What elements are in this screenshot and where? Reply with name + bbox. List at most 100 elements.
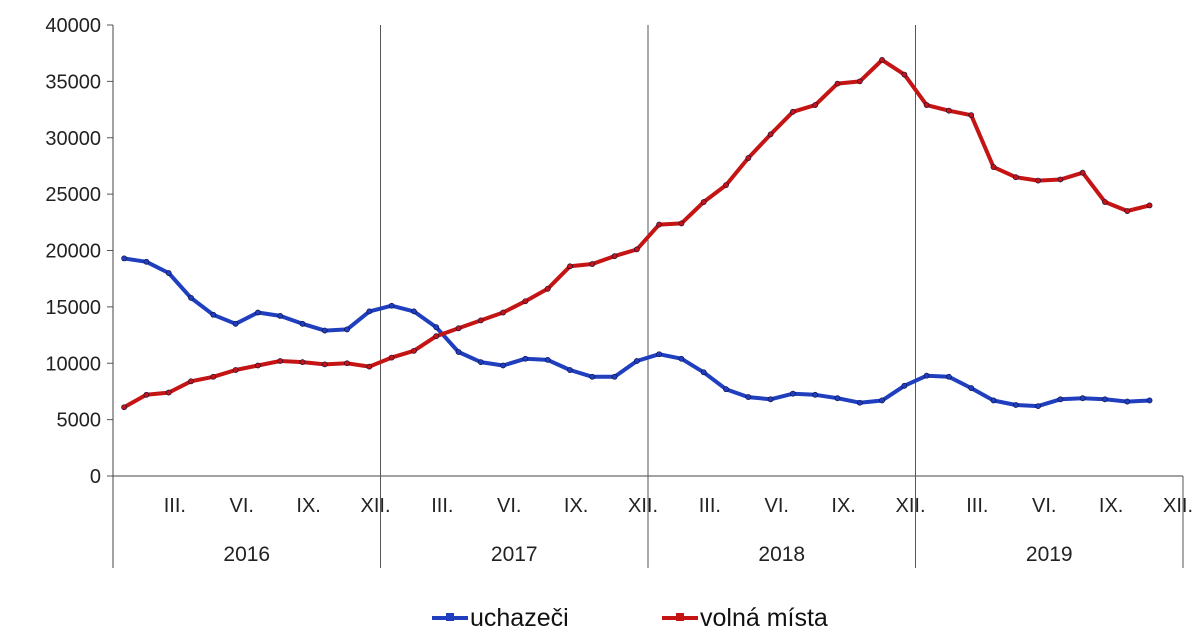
data-point-uchazeci <box>656 351 663 358</box>
year-label: 2019 <box>1026 543 1073 566</box>
y-tick-label: 30000 <box>45 128 101 150</box>
data-point-uchazeci <box>254 309 261 316</box>
data-point-volna-mista <box>678 220 685 227</box>
data-point-uchazeci <box>411 308 417 315</box>
data-point-volna-mista <box>901 71 908 78</box>
data-point-uchazeci <box>700 369 707 376</box>
data-point-volna-mista <box>1124 208 1131 214</box>
data-point-volna-mista <box>745 155 752 161</box>
x-tick-label: XII. <box>628 495 658 517</box>
data-point-volna-mista <box>656 221 663 228</box>
series-line-uchazeci <box>122 256 1152 409</box>
data-point-volna-mista <box>789 108 796 115</box>
data-point-volna-mista <box>879 57 885 63</box>
data-point-uchazeci <box>767 396 774 403</box>
data-point-volna-mista <box>121 404 128 411</box>
legend-label-volna-mista: volná místa <box>700 603 828 632</box>
data-point-volna-mista <box>433 333 440 340</box>
data-point-uchazeci <box>879 397 885 404</box>
data-point-uchazeci <box>299 320 306 327</box>
data-point-volna-mista <box>923 102 930 108</box>
data-point-volna-mista <box>611 253 618 260</box>
data-point-volna-mista <box>723 182 729 189</box>
data-point-volna-mista <box>388 354 395 361</box>
data-point-volna-mista <box>188 378 194 385</box>
data-point-volna-mista <box>165 389 172 396</box>
y-tick-label: 25000 <box>45 184 101 206</box>
data-point-uchazeci <box>366 308 373 315</box>
data-point-uchazeci <box>901 382 908 389</box>
data-point-volna-mista <box>700 199 707 205</box>
data-point-volna-mista <box>455 325 462 332</box>
plot-frame <box>112 25 1184 568</box>
data-point-uchazeci <box>1124 398 1131 405</box>
data-point-uchazeci <box>232 320 239 327</box>
series-line-volna-mista <box>122 58 1152 410</box>
data-point-uchazeci <box>745 394 752 400</box>
data-point-volna-mista <box>254 362 261 369</box>
series-layer <box>121 57 1153 411</box>
data-point-volna-mista <box>411 347 417 354</box>
year-label: 2016 <box>223 543 270 566</box>
data-point-uchazeci <box>1012 402 1019 408</box>
x-tick-label: III. <box>699 495 721 517</box>
y-tick-label: 10000 <box>45 353 101 375</box>
y-tick-label: 20000 <box>45 241 101 263</box>
data-point-volna-mista <box>633 246 640 253</box>
data-point-volna-mista <box>143 391 150 398</box>
data-point-uchazeci <box>544 356 551 363</box>
data-point-uchazeci <box>678 355 685 362</box>
x-tick-label: VI. <box>230 495 254 517</box>
data-point-uchazeci <box>522 355 529 362</box>
data-point-uchazeci <box>1035 403 1042 409</box>
legend-label-uchazeci: uchazeči <box>470 603 569 632</box>
data-point-volna-mista <box>856 78 863 85</box>
data-point-volna-mista <box>522 298 529 305</box>
data-point-volna-mista <box>344 360 350 367</box>
data-point-uchazeci <box>723 386 729 393</box>
data-point-uchazeci <box>121 255 128 262</box>
data-point-volna-mista <box>500 309 507 316</box>
y-tick-label: 5000 <box>57 410 102 432</box>
y-tick-label: 0 <box>90 466 101 488</box>
y-tick-label: 40000 <box>45 15 101 37</box>
data-point-uchazeci <box>856 399 863 406</box>
data-point-volna-mista <box>589 261 596 267</box>
data-point-volna-mista <box>277 358 284 364</box>
x-tick-label: XII. <box>1163 495 1192 517</box>
line-chart: 40000 35000 30000 25000 20000 15000 10000 5000 0… <box>45 15 1192 568</box>
data-point-uchazeci <box>477 359 484 366</box>
x-tick-label: III. <box>966 495 988 517</box>
data-point-uchazeci <box>1102 396 1108 403</box>
data-point-volna-mista <box>946 107 952 114</box>
data-point-volna-mista <box>299 359 306 366</box>
data-point-uchazeci <box>433 324 440 331</box>
data-point-uchazeci <box>1079 395 1086 402</box>
x-axis: III. VI. IX. XII. III. VI. IX. XII. III. VI. IX. XI… <box>164 495 1192 566</box>
data-point-volna-mista <box>1079 169 1086 176</box>
data-point-volna-mista <box>834 80 841 87</box>
data-point-uchazeci <box>277 312 284 319</box>
data-point-volna-mista <box>210 373 217 380</box>
x-tick-label: VI. <box>765 495 789 517</box>
data-point-uchazeci <box>388 302 395 309</box>
data-point-uchazeci <box>946 373 952 380</box>
x-tick-label: IX. <box>564 495 588 517</box>
legend: uchazeči volná místa <box>0 600 1192 636</box>
data-point-uchazeci <box>990 397 997 404</box>
data-point-uchazeci <box>321 327 328 334</box>
data-point-volna-mista <box>767 131 774 138</box>
data-point-uchazeci <box>143 258 150 265</box>
data-point-volna-mista <box>968 112 975 119</box>
data-point-uchazeci <box>633 358 640 364</box>
data-point-uchazeci <box>567 367 573 373</box>
data-point-volna-mista <box>1102 199 1108 205</box>
data-point-uchazeci <box>165 270 172 276</box>
data-point-uchazeci <box>188 294 194 301</box>
y-tick-label: 15000 <box>45 297 101 319</box>
data-point-volna-mista <box>990 164 997 170</box>
data-point-uchazeci <box>210 311 217 318</box>
legend-item-volna-mista: volná místa <box>662 600 828 636</box>
data-point-uchazeci <box>834 395 841 402</box>
legend-item-uchazeci: uchazeči <box>432 600 569 636</box>
